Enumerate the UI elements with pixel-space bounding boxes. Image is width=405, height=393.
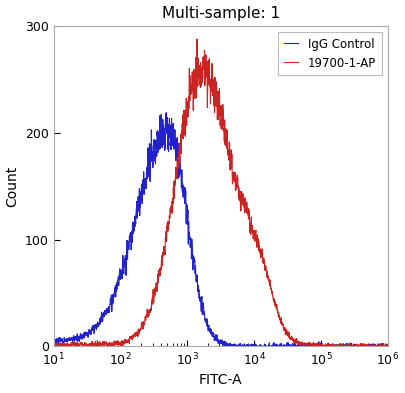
Line: IgG Control: IgG Control — [54, 113, 388, 346]
19700-1-AP — [326, 344, 331, 349]
IgG Control — [386, 344, 390, 349]
19700-1-AP — [386, 343, 390, 347]
19700-1-AP — [269, 287, 274, 292]
IgG Control — [179, 180, 184, 184]
Legend: IgG Control, 19700-1-AP: IgG Control, 19700-1-AP — [278, 32, 382, 75]
IgG Control — [326, 343, 331, 348]
IgG Control — [164, 110, 169, 115]
IgG Control — [112, 294, 117, 298]
Y-axis label: Count: Count — [6, 165, 19, 207]
X-axis label: FITC-A: FITC-A — [199, 373, 243, 387]
IgG Control — [225, 344, 230, 349]
19700-1-AP — [301, 342, 306, 346]
19700-1-AP — [51, 343, 56, 347]
19700-1-AP — [58, 344, 63, 349]
Line: 19700-1-AP: 19700-1-AP — [54, 39, 388, 346]
19700-1-AP — [112, 342, 117, 346]
19700-1-AP — [194, 37, 199, 42]
IgG Control — [51, 336, 56, 341]
Title: Multi-sample: 1: Multi-sample: 1 — [162, 6, 280, 20]
IgG Control — [269, 344, 274, 349]
IgG Control — [301, 344, 306, 349]
19700-1-AP — [252, 235, 257, 240]
IgG Control — [252, 343, 257, 348]
19700-1-AP — [179, 131, 184, 136]
